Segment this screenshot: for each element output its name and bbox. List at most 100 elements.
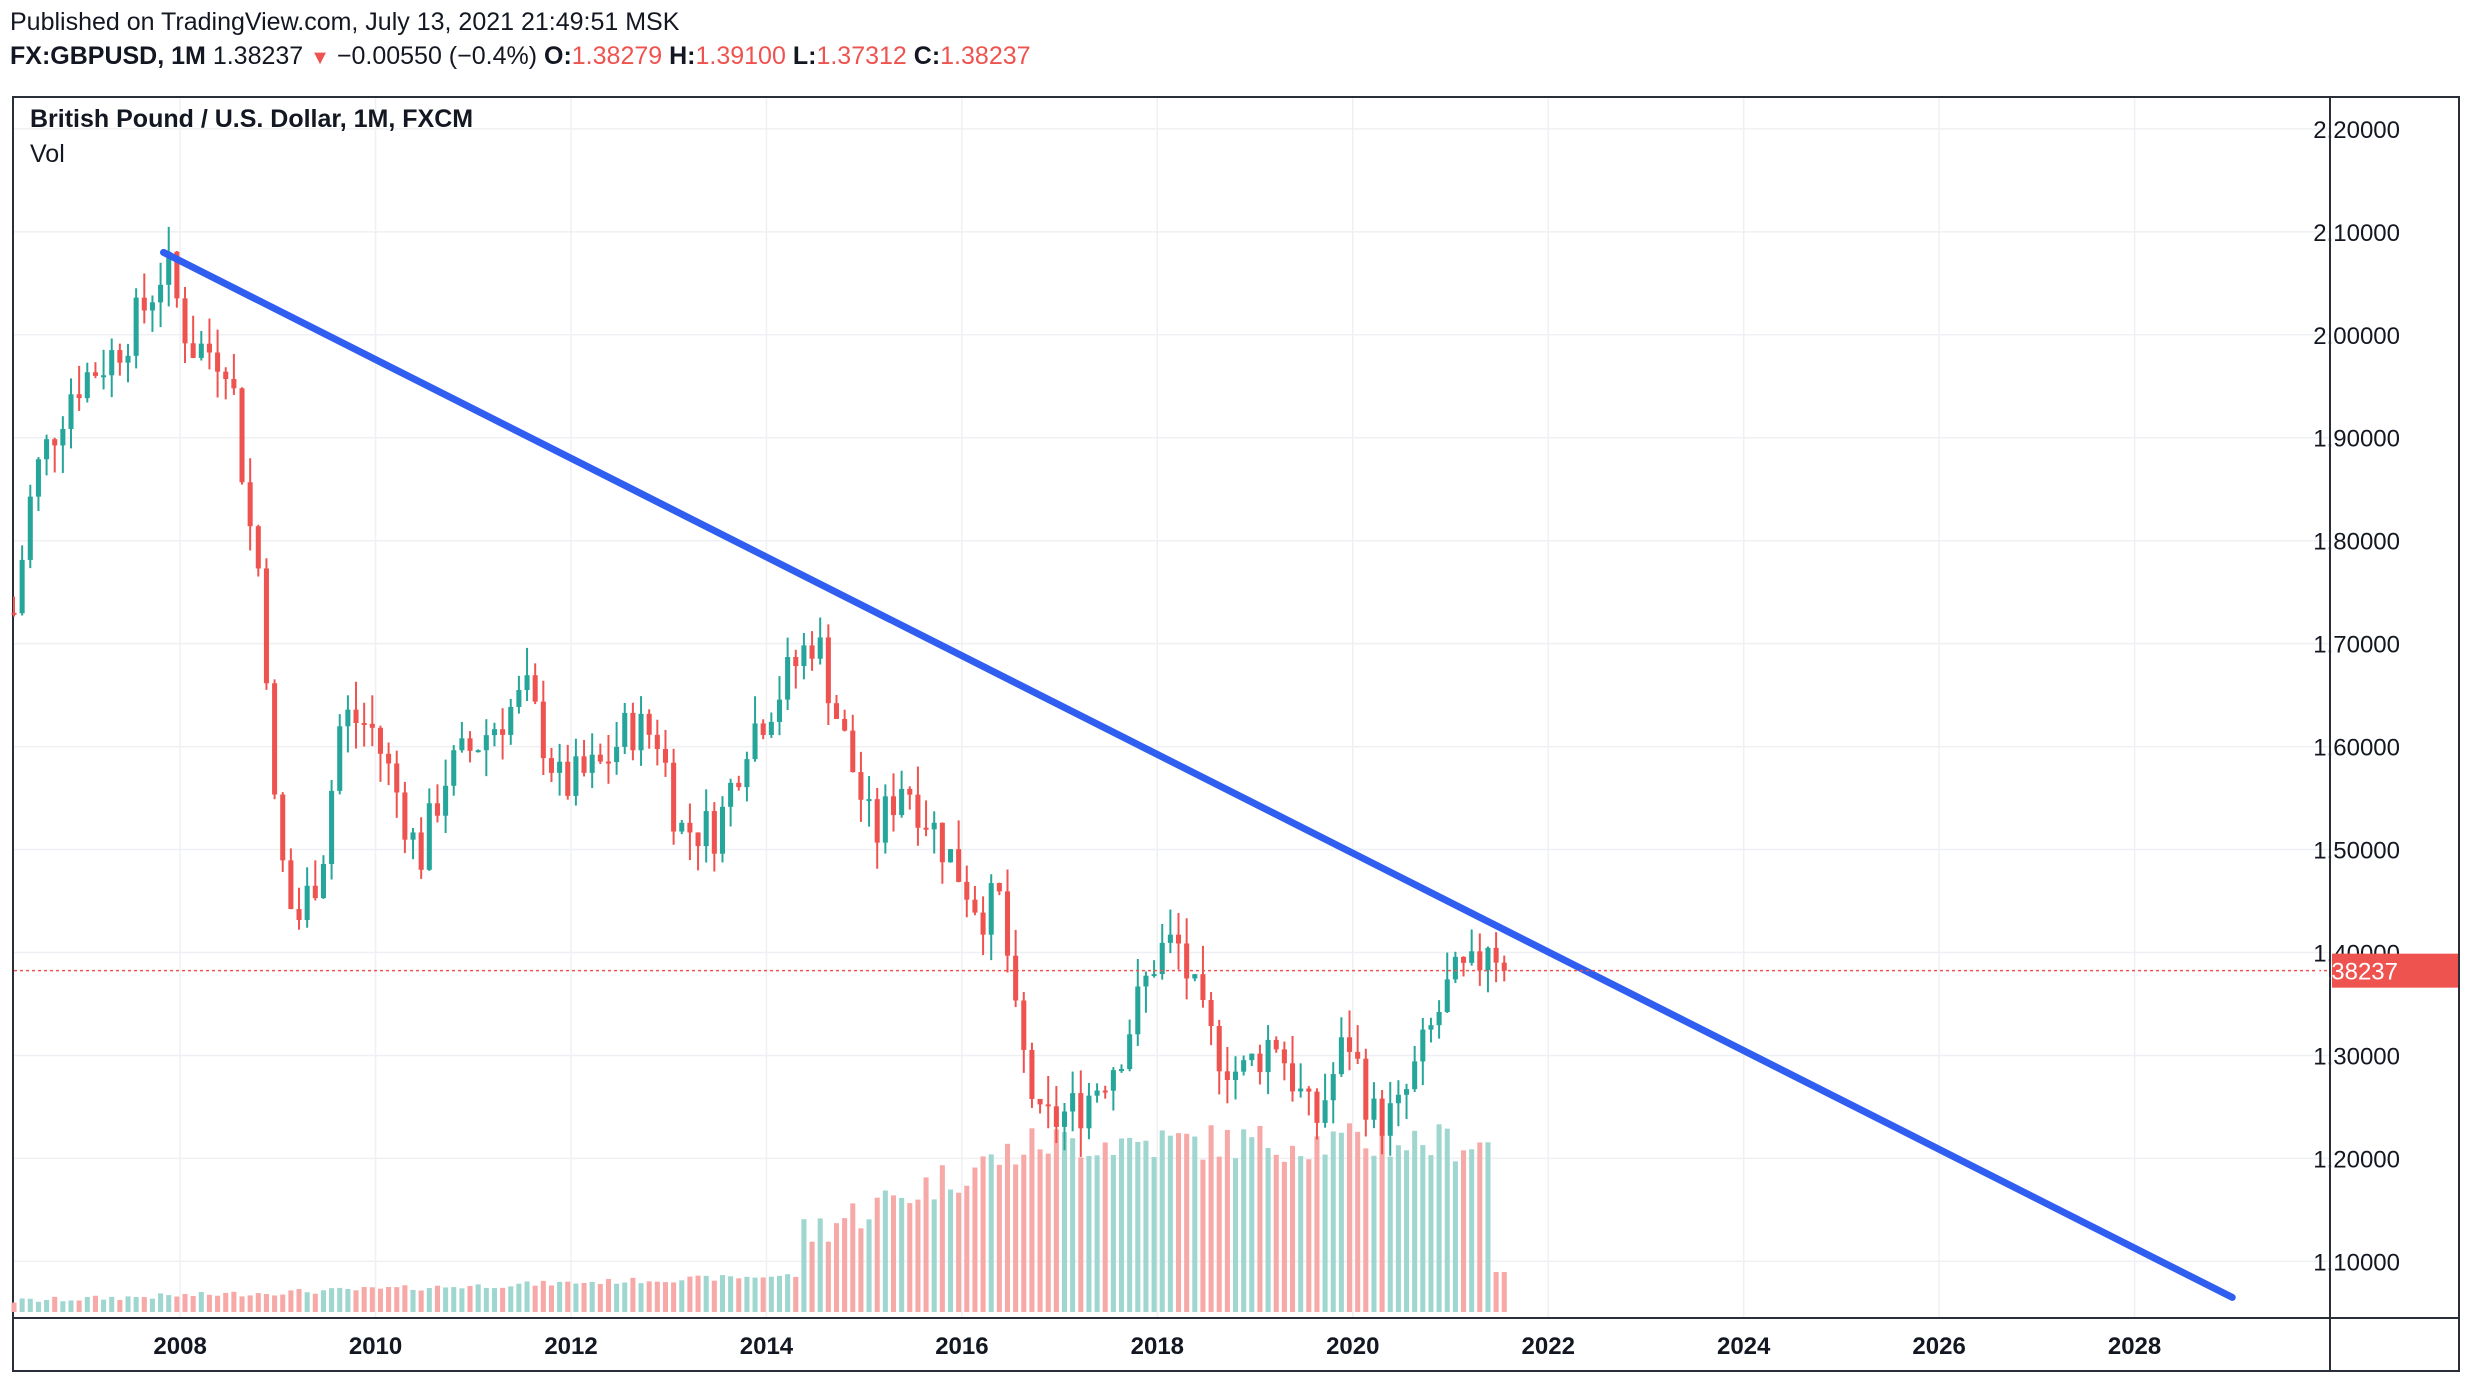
volume-bar [369,1287,375,1312]
volume-bar [923,1177,929,1312]
candle-body [1355,1051,1361,1059]
trendline-layer[interactable] [160,248,2236,1301]
volume-bar [1436,1124,1442,1312]
candle-body [1485,947,1491,971]
volume-bar [1330,1131,1336,1312]
candle-body [605,761,611,764]
volume-bar [231,1291,237,1312]
candle-body [1404,1089,1410,1095]
candle-body [646,713,652,735]
volume-bar [915,1199,921,1312]
candle-body [1061,1111,1068,1127]
candle-body [320,863,326,899]
volume-bar [1306,1159,1312,1312]
volume-bar [1127,1137,1133,1312]
candle-body [345,709,351,727]
candle-body [402,792,408,840]
volume-bar [353,1290,359,1312]
candle-body [1347,1037,1353,1052]
candle-body [1029,1049,1035,1099]
volume-bar [1501,1272,1507,1312]
candle-body [1314,1091,1320,1123]
candle-body [776,699,783,722]
candle-body [947,849,954,863]
volume-bar [630,1277,636,1312]
candle-body [630,712,636,751]
volume-bar [728,1276,734,1312]
volume-bar [540,1280,546,1312]
candle-body [654,734,660,749]
volume-bar [296,1289,302,1312]
y-tick-label: 2.00000 [2313,323,2400,350]
candle-body [728,782,734,807]
volume-bar [1420,1145,1426,1312]
volume-bar [654,1281,660,1312]
candle-body [996,883,1002,892]
candle-body [125,355,131,363]
candle-body [988,883,994,935]
candle-body [516,690,522,707]
candle-body [744,759,750,788]
volume-bar [882,1190,888,1312]
candle-body [695,832,701,847]
volume-bar [434,1285,440,1312]
volume-bar [1379,1133,1385,1312]
candle-body [581,756,587,773]
candle-body [1208,1000,1214,1027]
volume-bar [524,1281,530,1312]
volume-bar [451,1287,457,1312]
volume-bar [711,1280,717,1312]
x-tick-label: 2012 [544,1333,597,1360]
candle-body [858,772,864,800]
volume-bar [679,1280,685,1312]
volume-bar [84,1296,90,1312]
x-tick-label: 2026 [1912,1333,1965,1360]
volume-bar [646,1281,652,1312]
volume-bar [158,1293,164,1312]
volume-bar [1281,1161,1287,1312]
axes: 1.100001.200001.300001.400001.500001.600… [14,98,2460,1370]
candle-body [109,350,115,376]
volume-bar [1021,1154,1027,1312]
candle-body [899,788,905,816]
volume-bar [1477,1142,1483,1312]
candle-body [907,788,913,795]
volume-bar [597,1283,603,1312]
volume-bar [280,1294,286,1312]
candle-body [231,379,237,389]
candle-body [1363,1058,1369,1120]
volume-bar [605,1278,611,1312]
volume-bar [1184,1133,1190,1312]
candle-body [451,750,457,786]
volume-bar [426,1288,432,1312]
candle-body [931,822,937,830]
volume-bar [337,1287,343,1312]
volume-bar [27,1298,33,1312]
volume-bar [1363,1148,1369,1312]
volume-bar [1004,1143,1011,1312]
candle-body [842,718,848,731]
volume-bar [377,1288,383,1312]
volume-bar [500,1287,506,1312]
candle-body [353,709,359,724]
volume-bar [939,1165,945,1312]
volume-bar [1249,1137,1255,1312]
last-price-badge [2332,953,2458,988]
x-tick-label: 2024 [1717,1333,1771,1360]
candle-body [182,298,188,344]
candle-body [980,912,986,935]
volume-bar [491,1288,497,1312]
candle-body [361,723,367,726]
candle-body [434,803,440,816]
candle-body [1469,951,1475,963]
candle-body [1289,1063,1296,1092]
candle-body [1501,962,1507,971]
symbol: FX:GBPUSD, 1M [10,42,206,70]
volume-bar [1118,1138,1125,1312]
volume-bar [402,1285,408,1312]
candle-body [1143,975,1149,987]
volume-bar [890,1195,897,1312]
volume-bar [247,1295,253,1312]
volume-bar [467,1286,473,1312]
